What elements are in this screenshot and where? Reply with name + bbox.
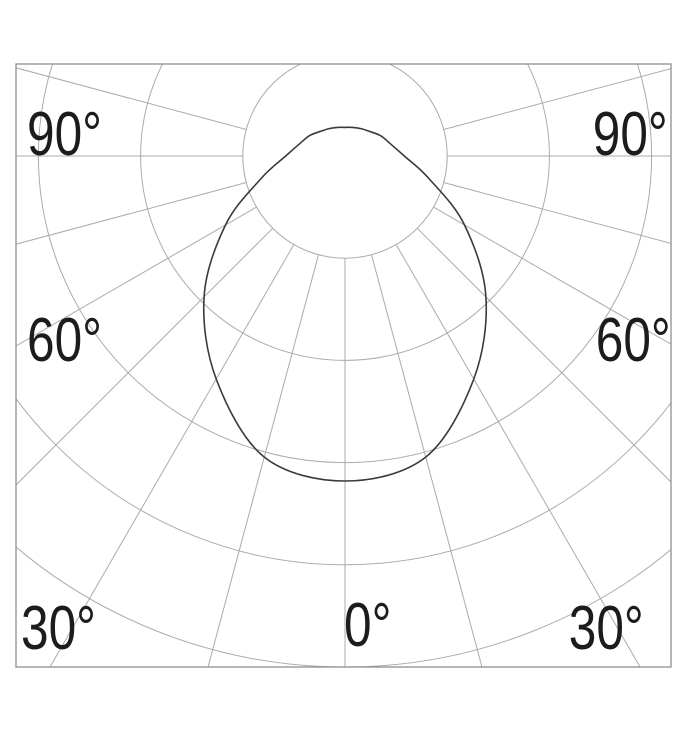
grid-ray: [395, 244, 641, 667]
grid-ray: [16, 67, 247, 130]
grid-ray: [207, 254, 319, 667]
grid-ray: [49, 244, 295, 667]
angle-label-60-left: 60°: [27, 306, 103, 375]
grid-ray: [16, 182, 247, 245]
angle-label-30-right: 30°: [568, 594, 644, 663]
grid-ray: [443, 182, 671, 244]
grid-ray: [416, 227, 671, 483]
angle-label-0-bottom: 0°: [344, 591, 392, 660]
plot-frame: [15, 63, 672, 668]
intensity-curve: [202, 126, 488, 482]
grid-ray: [371, 254, 483, 667]
grid-circle: [242, 64, 448, 259]
angle-label-90-right: 90°: [592, 100, 668, 169]
angle-label-30-left: 30°: [21, 594, 97, 663]
grid-circle: [16, 397, 671, 566]
grid-ray: [433, 206, 671, 345]
grid-ray: [443, 68, 671, 130]
grid-ray: [16, 227, 274, 486]
angle-label-60-right: 60°: [595, 306, 671, 375]
angle-label-90-left: 90°: [27, 100, 103, 169]
grid-ray: [16, 206, 257, 347]
intensity-curve-group: [202, 126, 488, 482]
